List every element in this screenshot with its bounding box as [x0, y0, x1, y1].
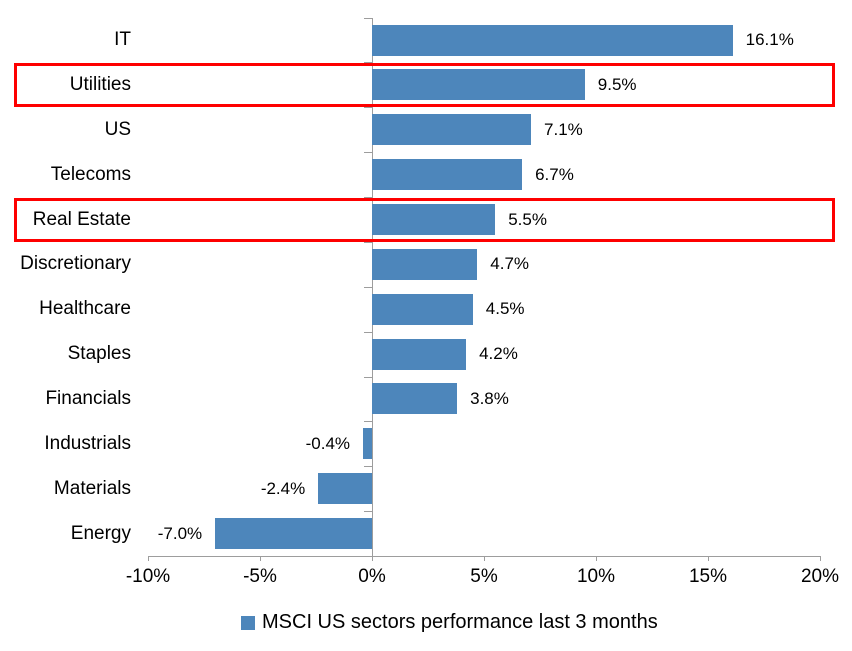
category-label: US [104, 118, 131, 140]
value-axis-tick [148, 556, 149, 561]
value-label: 16.1% [745, 30, 794, 50]
value-axis-tick-label: 0% [358, 566, 386, 587]
bar [372, 248, 478, 280]
bar [372, 383, 458, 415]
category-axis-tick [364, 466, 372, 468]
value-axis-tick-label: 20% [800, 566, 840, 587]
value-axis-tick-label: 10% [576, 566, 616, 587]
legend: MSCI US sectors performance last 3 month… [241, 611, 658, 634]
value-label: 9.5% [597, 74, 637, 94]
value-label: 6.7% [535, 164, 574, 184]
category-label: Real Estate [32, 208, 131, 230]
value-axis-tick [372, 556, 373, 561]
bar [372, 159, 523, 191]
highlight-box [14, 62, 835, 107]
category-axis-tick [364, 107, 372, 109]
value-axis-tick-label: -10% [125, 566, 171, 587]
bar [372, 114, 532, 146]
value-label: 3.8% [470, 388, 509, 408]
category-label: Staples [67, 343, 131, 365]
value-axis-tick [820, 556, 821, 561]
category-axis-tick [364, 241, 372, 243]
legend-swatch-icon [241, 615, 255, 630]
category-axis-tick [364, 152, 372, 154]
value-label: 5.5% [508, 209, 547, 229]
bar [372, 293, 473, 325]
bar [372, 69, 585, 101]
value-axis-tick [260, 556, 261, 561]
value-label: -7.0% [157, 523, 203, 543]
zero-axis-line [372, 17, 373, 561]
value-label: -2.4% [260, 478, 306, 498]
highlight-box [14, 197, 835, 242]
bar [318, 473, 372, 505]
category-label: Energy [70, 522, 131, 544]
bar [372, 338, 467, 370]
category-label: Discretionary [20, 253, 131, 275]
category-label: Utilities [69, 73, 131, 95]
category-axis-tick [364, 421, 372, 423]
value-label: 4.5% [485, 299, 525, 319]
bar [372, 24, 733, 56]
category-label: IT [114, 29, 131, 51]
value-axis-tick-label: -5% [243, 566, 277, 587]
category-label: Materials [53, 477, 131, 499]
category-axis-tick [364, 331, 372, 333]
legend-label: MSCI US sectors performance last 3 month… [262, 611, 658, 633]
bar [372, 204, 496, 235]
value-axis-tick [708, 556, 709, 561]
bar [215, 518, 372, 550]
value-label: -0.4% [305, 433, 351, 453]
value-label: 7.1% [544, 119, 583, 139]
category-label: Healthcare [39, 298, 131, 320]
value-axis-tick [484, 556, 485, 561]
category-label: Financials [45, 387, 131, 409]
category-label: Telecoms [50, 163, 131, 185]
category-label: Industrials [44, 432, 131, 454]
category-axis-tick [364, 376, 372, 378]
value-axis-tick-label: 15% [688, 566, 728, 587]
value-axis-tick-label: 5% [470, 566, 498, 587]
category-axis-tick [364, 286, 372, 288]
category-axis-tick [364, 511, 372, 513]
value-label: 4.7% [490, 254, 530, 274]
value-axis-tick [596, 556, 597, 561]
bar [363, 428, 372, 460]
value-label: 4.2% [479, 344, 518, 364]
category-axis-tick [364, 17, 372, 19]
